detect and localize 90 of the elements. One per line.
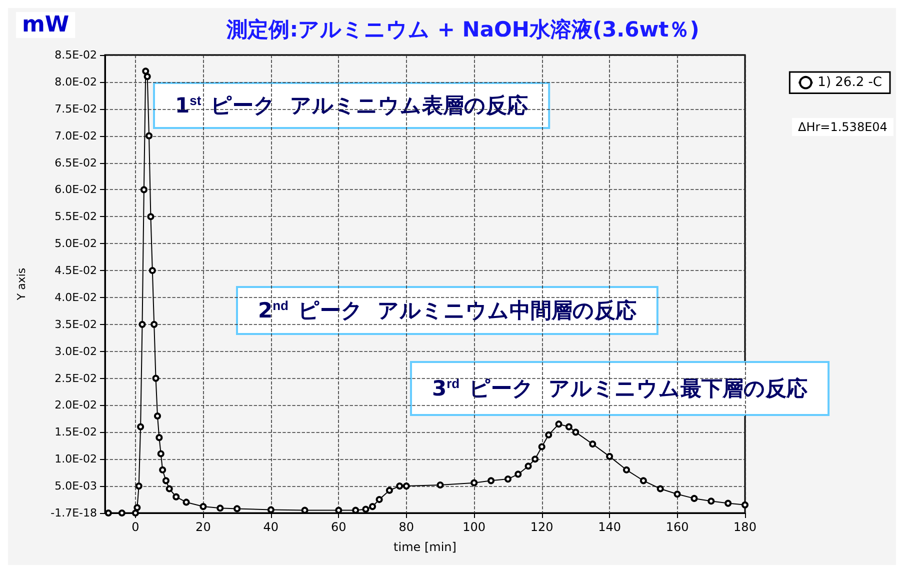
- point: [742, 501, 748, 508]
- y-tick-label: 6.0E-02: [54, 183, 97, 196]
- point: [640, 477, 647, 484]
- point: [674, 490, 681, 498]
- y-tick-label: 4.0E-02: [54, 290, 97, 304]
- point: [656, 485, 664, 492]
- y-tick-label: 2.0E-02: [54, 398, 97, 412]
- y-tick-label: 7.0E-02: [54, 129, 97, 142]
- text: ΔHr=1.538E04: [798, 120, 888, 134]
- point: [154, 412, 161, 420]
- point: [162, 477, 170, 484]
- point: [267, 506, 274, 514]
- x-axis-title: time [min]: [394, 540, 456, 554]
- point: [470, 479, 478, 486]
- text: mW: [22, 12, 70, 38]
- point: [402, 482, 410, 490]
- point: [150, 320, 158, 328]
- point: [504, 476, 512, 483]
- y-tick-label: 5.0E-03: [54, 480, 97, 493]
- point: [146, 132, 153, 140]
- point: [396, 482, 404, 490]
- point: [137, 423, 144, 430]
- point: [545, 431, 552, 438]
- point: [152, 374, 160, 382]
- point: [132, 510, 139, 516]
- y-tick-label: 6.5E-02: [54, 156, 97, 170]
- point: [157, 450, 164, 458]
- point: [142, 68, 150, 75]
- point: [335, 506, 342, 514]
- x-tick-label: 160: [666, 520, 689, 534]
- point: [690, 494, 698, 502]
- point: [589, 440, 596, 448]
- y-axis-title: Y axis: [15, 268, 28, 302]
- point: [622, 466, 630, 474]
- point: [376, 496, 383, 504]
- point: [386, 486, 393, 494]
- point: [159, 466, 166, 474]
- y-tick-label: 1.0E-02: [54, 452, 97, 466]
- y-tick-label: 5.0E-02: [54, 237, 97, 250]
- chart-title: 測定例:アルミニウム + NaOH水溶液(3.6wt％): [226, 18, 700, 42]
- point: [572, 428, 580, 436]
- point: [538, 443, 546, 450]
- y-tick-label: 5.5E-02: [54, 210, 97, 224]
- x-tick-label: 120: [530, 520, 554, 534]
- point: [565, 423, 572, 430]
- point: [104, 510, 112, 516]
- y-tick-label: -1.7E-18: [50, 506, 97, 520]
- point: [182, 498, 190, 506]
- y-tick-label: 3.0E-02: [54, 344, 97, 358]
- point: [708, 498, 715, 505]
- point: [118, 510, 126, 516]
- point: [135, 482, 142, 490]
- point: [234, 505, 241, 512]
- y-tick-label: 8.0E-02: [54, 75, 97, 88]
- y-tick-label: 2.5E-02: [54, 372, 97, 385]
- x-tick-label: 180: [734, 520, 756, 534]
- point: [514, 470, 522, 478]
- point: [156, 434, 163, 442]
- y-tick-label: 1.5E-02: [54, 426, 97, 439]
- point: [606, 452, 614, 460]
- point: [724, 500, 732, 507]
- point: [436, 481, 444, 488]
- point: [200, 503, 207, 510]
- x-tick-label: 140: [598, 520, 622, 534]
- x-tick-label: 0: [132, 520, 140, 534]
- y-tick-label: 3.5E-02: [54, 318, 97, 331]
- point: [216, 504, 224, 512]
- x-tick-label: 60: [331, 520, 346, 534]
- point: [555, 420, 562, 428]
- point: [134, 504, 141, 512]
- x-tick-label: 80: [398, 520, 414, 534]
- point: [362, 506, 370, 513]
- y-tick-label: 4.5E-02: [54, 264, 97, 278]
- point: [144, 73, 151, 80]
- point: [172, 493, 180, 500]
- point: [138, 320, 146, 328]
- x-tick-label: 100: [462, 520, 486, 534]
- point: [369, 503, 376, 510]
- point: [147, 213, 154, 220]
- y-tick-label: 8.5E-02: [54, 48, 97, 62]
- x-tick-label: 40: [263, 520, 279, 534]
- point: [166, 485, 173, 492]
- point: [524, 462, 532, 470]
- y-tick-label: 7.5E-02: [54, 102, 97, 116]
- point: [148, 267, 156, 274]
- point: [532, 456, 539, 463]
- legend-label: 1) 26.2 -C: [818, 75, 882, 90]
- point: [140, 186, 148, 194]
- point: [488, 477, 495, 484]
- x-tick-label: 20: [196, 520, 211, 534]
